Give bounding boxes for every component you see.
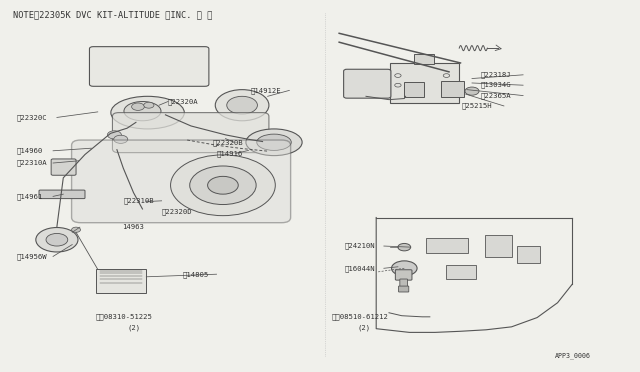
Text: 14963: 14963: [122, 224, 144, 230]
Circle shape: [444, 74, 450, 77]
Circle shape: [36, 228, 78, 252]
Circle shape: [215, 90, 269, 121]
FancyBboxPatch shape: [400, 279, 408, 286]
Circle shape: [114, 135, 128, 143]
Text: ※Ⓝ08510-61212: ※Ⓝ08510-61212: [332, 313, 388, 320]
Text: ※14916: ※14916: [216, 150, 243, 157]
Circle shape: [392, 261, 417, 276]
FancyBboxPatch shape: [484, 235, 511, 257]
FancyBboxPatch shape: [414, 54, 435, 64]
Circle shape: [227, 96, 257, 114]
Text: ※22320D: ※22320D: [162, 208, 192, 215]
Text: ※13034G: ※13034G: [481, 82, 511, 89]
FancyBboxPatch shape: [51, 159, 76, 175]
Circle shape: [171, 155, 275, 216]
Text: ※22365A: ※22365A: [481, 92, 511, 99]
Text: (2): (2): [357, 324, 370, 331]
FancyBboxPatch shape: [447, 265, 476, 279]
Circle shape: [108, 131, 122, 139]
Text: ※14805: ※14805: [182, 271, 209, 278]
Ellipse shape: [257, 134, 291, 150]
Text: ※14912E: ※14912E: [251, 87, 282, 94]
FancyBboxPatch shape: [404, 82, 424, 97]
Text: ※22320B: ※22320B: [212, 139, 243, 145]
Text: ※14960: ※14960: [17, 147, 43, 154]
Circle shape: [395, 83, 401, 87]
Ellipse shape: [246, 129, 302, 155]
FancyBboxPatch shape: [90, 46, 209, 86]
Text: APP3_0006: APP3_0006: [555, 352, 591, 359]
Text: ※14956W: ※14956W: [17, 253, 47, 260]
Text: ※25215H: ※25215H: [462, 103, 492, 109]
Circle shape: [465, 87, 479, 95]
FancyBboxPatch shape: [39, 190, 85, 199]
Text: ※14961: ※14961: [17, 193, 43, 200]
Ellipse shape: [124, 102, 161, 121]
FancyBboxPatch shape: [344, 69, 391, 98]
Text: ※Ⓝ08310-51225: ※Ⓝ08310-51225: [95, 313, 152, 320]
Text: ※22318J: ※22318J: [481, 71, 511, 78]
Circle shape: [207, 176, 238, 194]
FancyBboxPatch shape: [426, 238, 468, 253]
FancyBboxPatch shape: [396, 270, 412, 280]
Text: ※22320C: ※22320C: [17, 114, 47, 121]
Circle shape: [46, 234, 68, 246]
Text: ※24210N: ※24210N: [344, 243, 375, 249]
Circle shape: [132, 103, 145, 110]
Circle shape: [72, 227, 81, 232]
Circle shape: [189, 166, 256, 205]
Text: ※22310A: ※22310A: [17, 160, 47, 166]
FancyBboxPatch shape: [399, 286, 409, 292]
Text: NOTE※22305K DVC KIT-ALTITUDE （INC. ※ ）: NOTE※22305K DVC KIT-ALTITUDE （INC. ※ ）: [13, 10, 213, 19]
FancyBboxPatch shape: [390, 62, 459, 103]
Text: (2): (2): [127, 324, 140, 331]
Circle shape: [144, 102, 154, 108]
FancyBboxPatch shape: [72, 140, 291, 223]
Ellipse shape: [111, 96, 184, 129]
FancyBboxPatch shape: [516, 246, 540, 263]
Text: ※22310B: ※22310B: [124, 198, 154, 204]
Circle shape: [398, 243, 411, 251]
FancyBboxPatch shape: [97, 269, 146, 294]
Text: ※16044N: ※16044N: [344, 265, 375, 272]
FancyBboxPatch shape: [113, 113, 269, 153]
Text: ※22320A: ※22320A: [168, 98, 198, 105]
Circle shape: [395, 74, 401, 77]
FancyBboxPatch shape: [442, 81, 464, 97]
